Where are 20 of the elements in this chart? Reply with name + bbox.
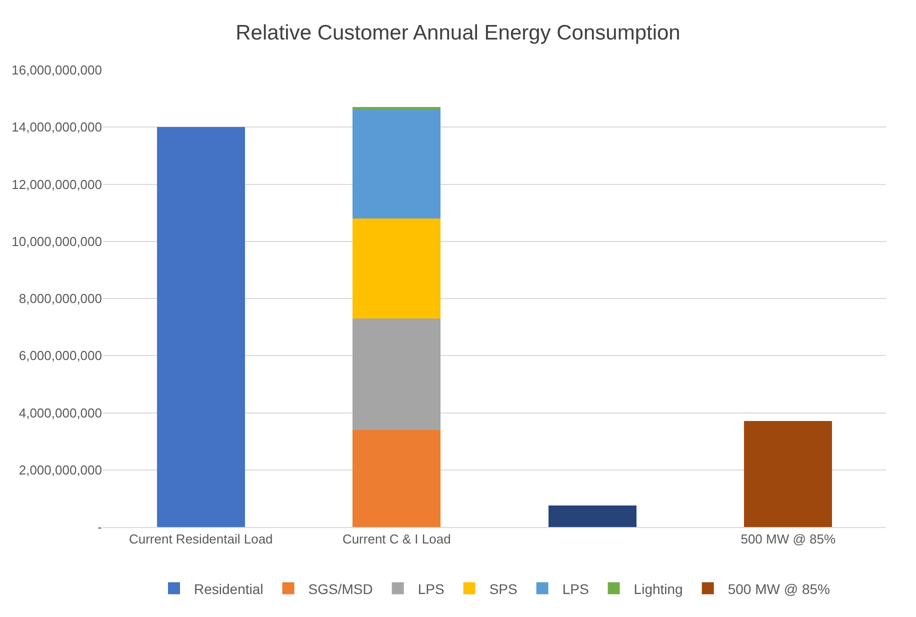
legend-label: SGS/MSD	[308, 580, 373, 597]
legend-label: Residential	[194, 580, 264, 597]
legend-label: SPS	[489, 580, 518, 597]
y-tick-label: -	[98, 520, 102, 535]
legend-label: LPS	[562, 580, 589, 597]
legend-label: 500 MW @ 85%	[728, 580, 830, 597]
y-tick-label: 2,000,000,000	[18, 462, 102, 478]
y-tick-label: 8,000,000,000	[18, 291, 102, 306]
chart-title: Relative Customer Annual Energy Consumption	[236, 21, 680, 44]
legend-label: LPS	[418, 580, 444, 597]
y-tick-label: 16,000,000,000	[12, 62, 102, 78]
y-tick-label: 6,000,000,000	[18, 348, 102, 364]
x-tick-label: Current C & I Load	[342, 532, 451, 547]
y-tick-label: 12,000,000,000	[12, 176, 102, 192]
x-tick-label: Current Residentail Load	[128, 532, 273, 547]
y-tick-label: 10,000,000,000	[12, 234, 102, 249]
legend-label: Lighting	[634, 580, 683, 597]
y-tick-label: 14,000,000,000	[12, 120, 102, 135]
y-tick-label: 4,000,000,000	[18, 405, 102, 420]
x-tick-label: 500 MW @ 85%	[740, 532, 836, 547]
